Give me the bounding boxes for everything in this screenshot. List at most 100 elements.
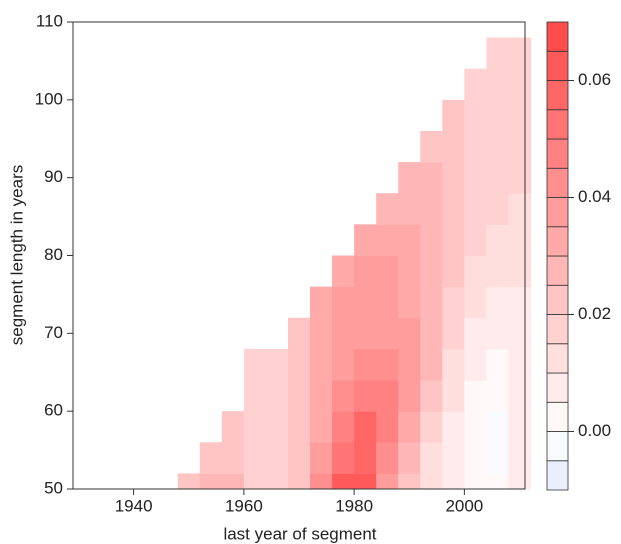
- contour-cell: [464, 473, 487, 490]
- contour-cell: [265, 473, 289, 490]
- contour-cell: [442, 162, 465, 194]
- contour-cell: [287, 380, 311, 412]
- contour-cell: [376, 193, 399, 225]
- contour-cell: [486, 442, 509, 474]
- y-tick-label: 110: [36, 11, 63, 30]
- contour-cell: [442, 286, 465, 319]
- contour-cell: [243, 348, 267, 381]
- contour-cell: [310, 411, 333, 443]
- contour-cell: [486, 255, 509, 288]
- colorbar-tick-label: 0.00: [578, 421, 611, 440]
- contour-cell: [442, 224, 465, 256]
- contour-cell: [354, 411, 377, 443]
- contour-cell: [398, 255, 421, 288]
- colorbar-tick-label: 0.06: [578, 70, 611, 89]
- contour-cell: [486, 193, 509, 225]
- contour-cell: [420, 473, 443, 490]
- contour-cell: [332, 380, 355, 412]
- contour-cell: [508, 442, 532, 474]
- contour-cell: [332, 317, 355, 350]
- contour-cell: [442, 380, 465, 412]
- contour-cell: [376, 317, 399, 350]
- colorbar-box: [546, 226, 569, 257]
- contour-cell: [508, 130, 532, 163]
- contour-cell: [464, 380, 487, 412]
- contour-cell: [354, 286, 377, 319]
- contour-cell: [265, 380, 289, 412]
- colorbar-box: [546, 372, 569, 403]
- contour-cell: [287, 442, 311, 474]
- x-tick-label: 2000: [445, 496, 483, 515]
- contour-cell: [442, 317, 465, 350]
- contour-cell: [376, 286, 399, 319]
- contour-cell: [442, 255, 465, 288]
- contour-cell: [464, 193, 487, 225]
- y-tick-label: 60: [44, 401, 63, 420]
- contour-cell: [332, 286, 355, 319]
- colorbar-box: [546, 314, 569, 345]
- contour-cell: [508, 99, 532, 132]
- contour-cell: [420, 130, 443, 163]
- colorbar-box: [546, 50, 569, 81]
- contour-cell: [464, 130, 487, 163]
- colorbar-box: [546, 138, 569, 169]
- y-tick-label: 80: [44, 245, 63, 264]
- contour-cell: [508, 473, 532, 490]
- colorbar-box: [546, 460, 569, 491]
- contour-cell: [398, 162, 421, 194]
- contour-cell: [464, 224, 487, 256]
- contour-cell: [376, 348, 399, 381]
- contour-cell: [332, 411, 355, 443]
- contour-cell: [420, 255, 443, 288]
- contour-cell: [354, 380, 377, 412]
- contour-cell: [265, 348, 289, 381]
- contour-cell: [332, 473, 355, 490]
- colorbar-box: [546, 343, 569, 374]
- contour-cell: [442, 193, 465, 225]
- contour-cell: [508, 68, 532, 101]
- contour-cell: [442, 130, 465, 163]
- contour-cell: [508, 411, 532, 443]
- contour-cell: [442, 99, 465, 132]
- contour-cell: [486, 317, 509, 350]
- y-tick-label: 70: [44, 323, 63, 342]
- colorbar-box: [546, 21, 569, 52]
- contour-cell: [442, 411, 465, 443]
- contour-cell: [398, 286, 421, 319]
- contour-cell: [442, 442, 465, 474]
- contour-cell: [508, 317, 532, 350]
- contour-cell: [354, 348, 377, 381]
- contour-cell: [508, 380, 532, 412]
- contour-cell: [486, 380, 509, 412]
- contour-cell: [376, 411, 399, 443]
- contour-cell: [398, 317, 421, 350]
- colorbar-box: [546, 431, 569, 462]
- contour-cell: [420, 224, 443, 256]
- contour-cell: [354, 442, 377, 474]
- contour-cell: [442, 473, 465, 490]
- y-tick-label: 90: [44, 167, 63, 186]
- contour-cell: [420, 193, 443, 225]
- contour-cell: [354, 317, 377, 350]
- contour-cell: [420, 286, 443, 319]
- contour-cell: [310, 286, 333, 319]
- contour-cell: [486, 411, 509, 443]
- contour-cell: [265, 442, 289, 474]
- y-tick-label: 50: [44, 478, 63, 497]
- contour-cell: [442, 348, 465, 381]
- contour-cell: [398, 411, 421, 443]
- contour-cell: [398, 224, 421, 256]
- colorbar-box: [546, 167, 569, 198]
- contour-cell: [486, 68, 509, 101]
- contour-cell: [464, 286, 487, 319]
- contour-cell: [486, 162, 509, 194]
- contour-cell: [199, 442, 223, 474]
- contour-cell: [310, 317, 333, 350]
- contour-cell: [508, 255, 532, 288]
- x-tick-label: 1940: [115, 496, 153, 515]
- contour-cell: [508, 224, 532, 256]
- contour-cell: [420, 162, 443, 194]
- contour-cell: [310, 348, 333, 381]
- contour-cell: [243, 411, 267, 443]
